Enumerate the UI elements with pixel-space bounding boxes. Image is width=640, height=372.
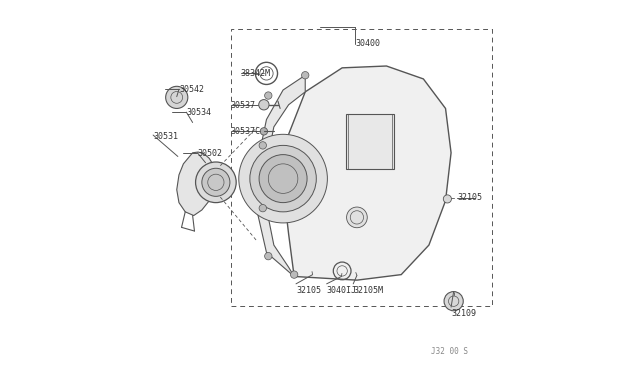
Text: 32105: 32105 bbox=[296, 286, 321, 295]
Polygon shape bbox=[177, 152, 216, 215]
Circle shape bbox=[264, 253, 272, 260]
Circle shape bbox=[301, 71, 309, 79]
Circle shape bbox=[239, 134, 328, 223]
Text: 32109: 32109 bbox=[451, 309, 476, 318]
Text: 30542: 30542 bbox=[179, 85, 204, 94]
Circle shape bbox=[347, 207, 367, 228]
Circle shape bbox=[260, 128, 268, 135]
Circle shape bbox=[444, 195, 451, 203]
Circle shape bbox=[444, 292, 463, 311]
Text: 30534: 30534 bbox=[186, 108, 211, 118]
Circle shape bbox=[259, 100, 269, 110]
Circle shape bbox=[166, 86, 188, 109]
Text: 38342M: 38342M bbox=[241, 69, 271, 78]
Circle shape bbox=[264, 92, 272, 99]
Text: 32105: 32105 bbox=[458, 193, 483, 202]
Text: 30400: 30400 bbox=[355, 39, 380, 48]
Text: 30537: 30537 bbox=[230, 101, 255, 110]
Text: J32 00 S: J32 00 S bbox=[431, 347, 468, 356]
Circle shape bbox=[250, 145, 316, 212]
Text: 30537C: 30537C bbox=[230, 127, 260, 136]
Circle shape bbox=[259, 205, 266, 212]
Text: 32105M: 32105M bbox=[353, 286, 383, 295]
Circle shape bbox=[259, 155, 307, 203]
Circle shape bbox=[259, 142, 266, 149]
Polygon shape bbox=[257, 75, 305, 276]
Text: 30502: 30502 bbox=[197, 149, 223, 158]
Circle shape bbox=[202, 168, 230, 196]
Text: 30531: 30531 bbox=[153, 132, 178, 141]
Text: 3040IJ: 3040IJ bbox=[326, 286, 356, 295]
Circle shape bbox=[196, 162, 236, 203]
Polygon shape bbox=[283, 66, 451, 280]
Bar bbox=[346, 114, 394, 169]
Circle shape bbox=[291, 271, 298, 278]
